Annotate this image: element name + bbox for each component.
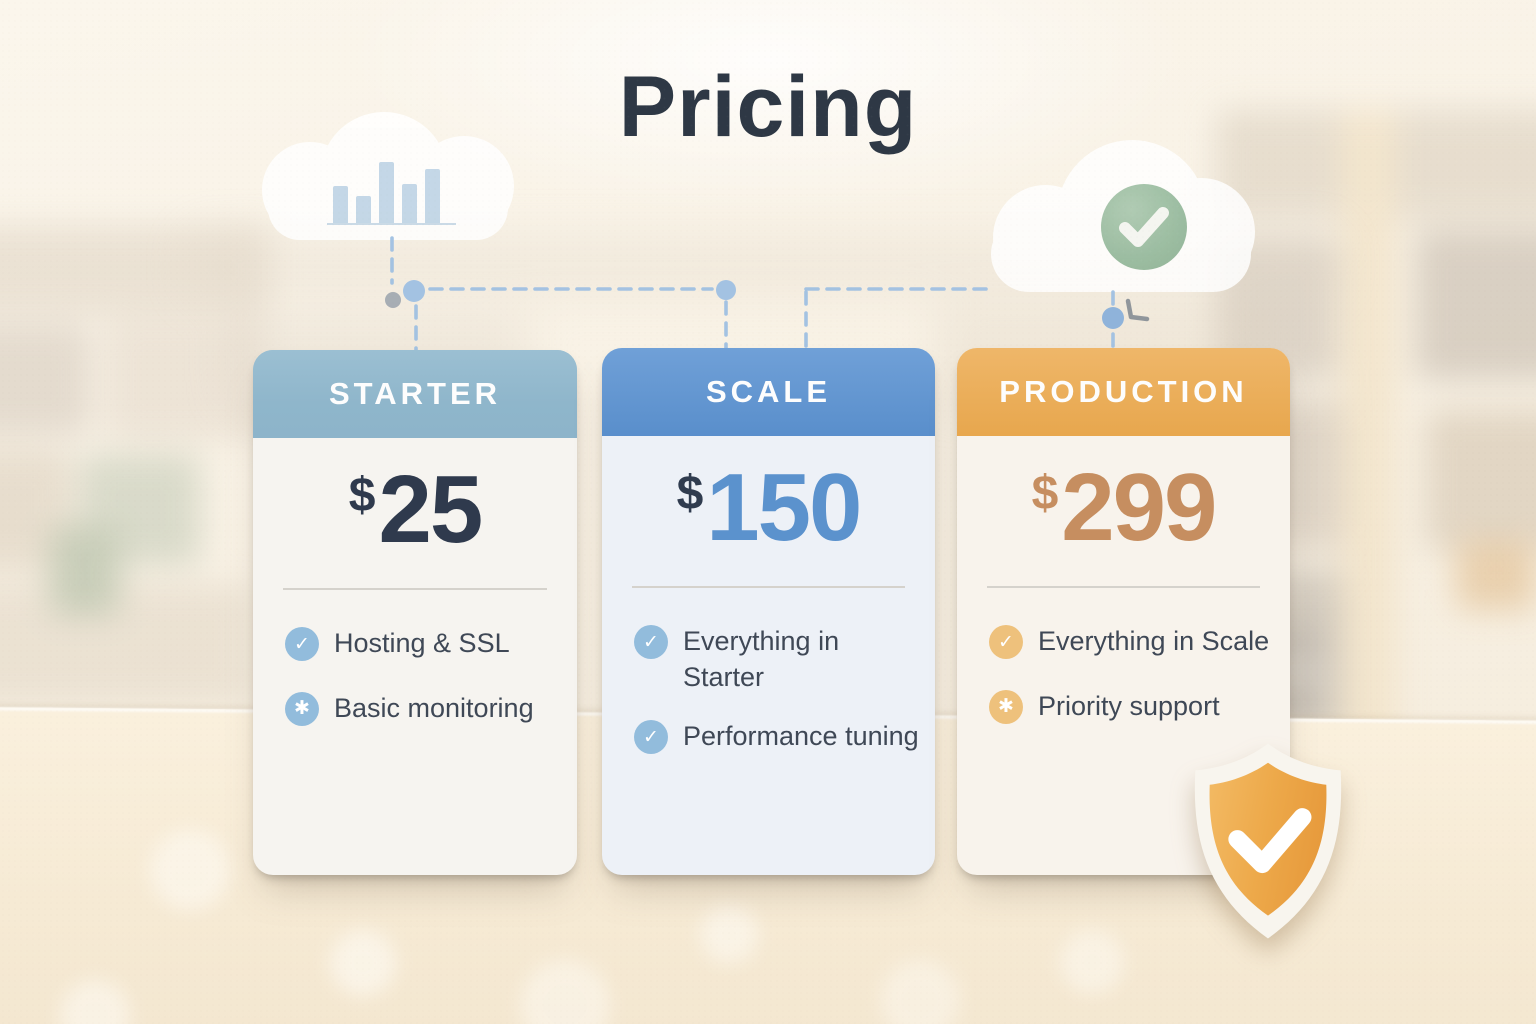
bokeh-dot: [150, 830, 230, 910]
check-icon: ✓: [634, 625, 668, 659]
check-icon: ✓: [285, 627, 319, 661]
asterisk-icon: ✱: [989, 689, 1023, 724]
divider: [987, 586, 1260, 588]
feature-label: Priority support: [1038, 690, 1220, 721]
check-cloud-icon: [985, 140, 1257, 292]
check-icon: ✓: [634, 720, 668, 755]
bokeh-dot: [880, 960, 960, 1024]
plan-card-starter: STARTER $25 ✓ Hosting & SSL ✱ Basic moni…: [253, 350, 577, 875]
feature-row: ✓ Everything in Starter: [634, 624, 909, 695]
feature-label: Performance tuning: [683, 721, 919, 752]
feature-row: ✓ Performance tuning: [634, 719, 919, 755]
bar-chart-icon: [327, 159, 456, 225]
plan-header-starter: STARTER: [253, 350, 577, 438]
bokeh-dot: [520, 960, 610, 1024]
feature-row: ✓ Everything in Scale: [989, 624, 1269, 660]
currency-symbol: $: [348, 469, 376, 522]
feature-row: ✓ Hosting & SSL: [285, 626, 551, 662]
check-icon: ✓: [989, 625, 1023, 659]
currency-symbol: $: [676, 467, 704, 520]
plan-card-scale: SCALE $150 ✓ Everything in Starter ✓ Per…: [602, 348, 935, 875]
currency-symbol: $: [1031, 467, 1059, 520]
green-check-icon: [1101, 184, 1187, 270]
bokeh-dot: [330, 930, 396, 996]
divider: [632, 586, 905, 588]
background-glow: [0, 0, 1536, 300]
feature-row: ✱ Priority support: [989, 689, 1264, 725]
feature-list: ✓ Everything in Starter ✓ Performance tu…: [602, 624, 935, 755]
feature-label: Basic monitoring: [334, 692, 534, 723]
price-amount: 150: [706, 454, 862, 561]
feature-label: Hosting & SSL: [334, 628, 510, 658]
plan-header-production: PRODUCTION: [957, 348, 1290, 436]
feature-row: ✱ Basic monitoring: [285, 691, 551, 727]
feature-list: ✓ Hosting & SSL ✱ Basic monitoring: [253, 626, 577, 726]
feature-label: Everything in Scale: [1038, 626, 1270, 656]
plan-header-scale: SCALE: [602, 348, 935, 436]
asterisk-icon: ✱: [285, 691, 319, 726]
price-amount: 299: [1061, 454, 1217, 561]
plan-price-scale: $150: [602, 460, 935, 556]
plan-price-starter: $25: [253, 462, 577, 558]
plan-price-production: $299: [957, 460, 1290, 556]
bokeh-dot: [700, 905, 758, 963]
bokeh-dot: [1060, 930, 1124, 994]
bar-chart-cloud-icon: [262, 112, 514, 240]
divider: [283, 588, 547, 590]
plan-card-production: PRODUCTION $299 ✓ Everything in Scale ✱ …: [957, 348, 1290, 875]
feature-label: Everything in Starter: [683, 626, 840, 692]
feature-list: ✓ Everything in Scale ✱ Priority support: [957, 624, 1290, 724]
price-amount: 25: [378, 456, 483, 563]
page-title: Pricing: [618, 59, 918, 155]
background-shelves-left: [0, 225, 270, 745]
shield-check-icon: [1182, 738, 1354, 948]
